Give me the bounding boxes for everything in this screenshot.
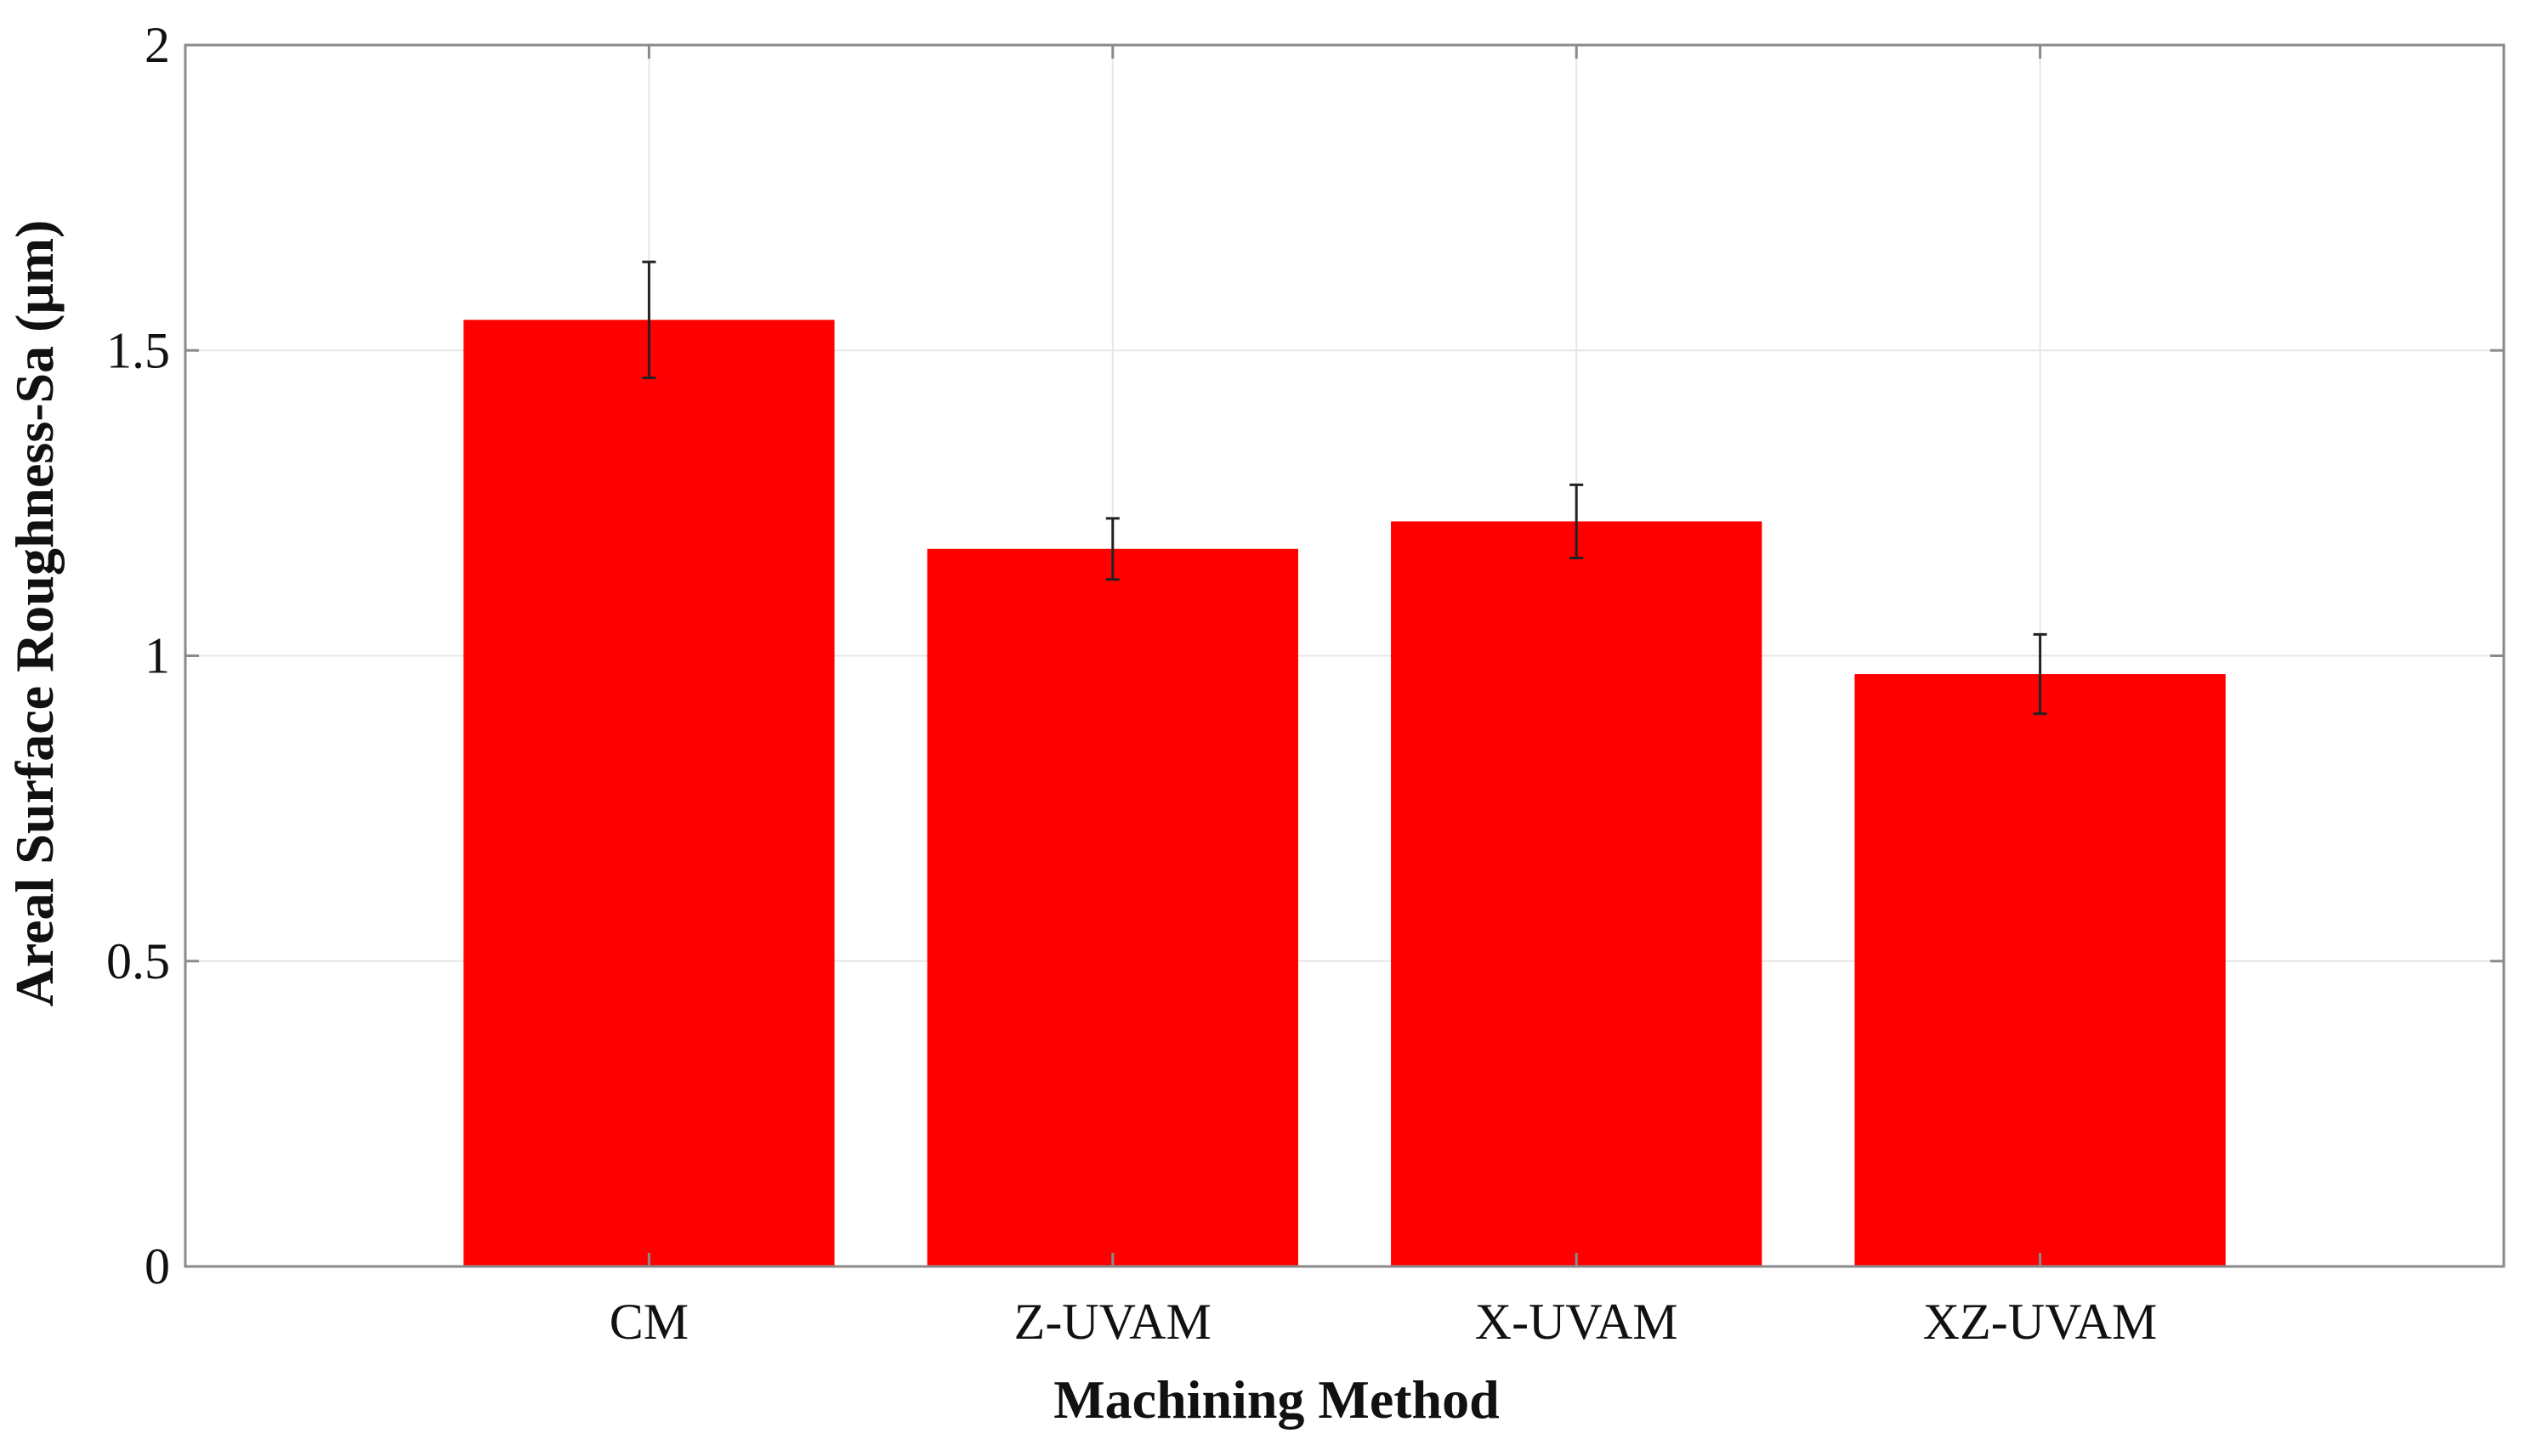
x-tick-label: X-UVAM	[1475, 1294, 1678, 1350]
bar-z-uvam	[927, 548, 1298, 1266]
x-tick-label: Z-UVAM	[1014, 1294, 1212, 1350]
bar-cm	[463, 320, 835, 1267]
x-tick-label: XZ-UVAM	[1923, 1294, 2158, 1350]
y-tick-label: 2	[145, 17, 170, 73]
y-tick-label: 0.5	[106, 933, 170, 989]
x-axis-title: Machining Method	[1053, 1369, 1499, 1430]
y-tick-label: 1.5	[106, 322, 170, 378]
tick-layer: 0 0.5 1 1.5 2 CM Z-UVAM X-UVAM XZ-UVAM	[106, 17, 2504, 1350]
y-tick-label: 0	[145, 1238, 170, 1295]
bar-xz-uvam	[1854, 674, 2226, 1266]
bar-layer	[463, 320, 2226, 1267]
y-tick-label: 1	[145, 628, 170, 684]
error-bar-layer	[642, 260, 2047, 716]
x-tick-label: CM	[610, 1294, 689, 1350]
y-axis-title: Areal Surface Roughness-Sa (μm)	[4, 220, 65, 1007]
bar-x-uvam	[1391, 521, 1762, 1266]
